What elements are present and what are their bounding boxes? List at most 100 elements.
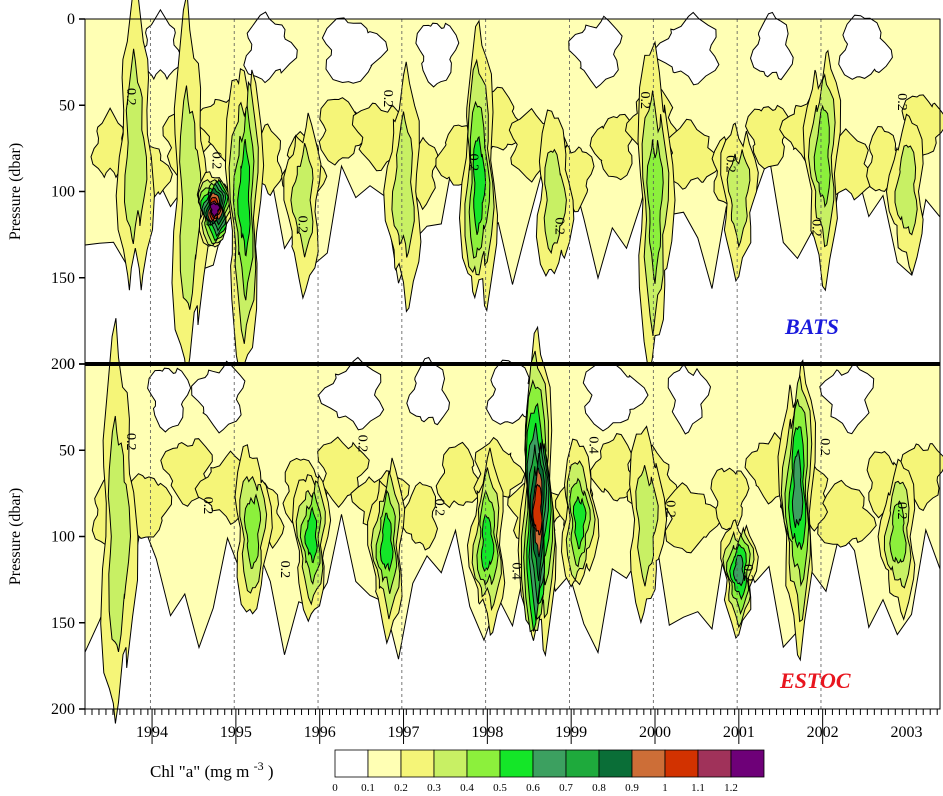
chl-contour-level: [791, 448, 804, 528]
chl-contour-level: [635, 465, 659, 587]
surface-gap: [582, 362, 649, 432]
contour-label: 0.2: [380, 90, 395, 108]
contour-label: 0.2: [637, 92, 652, 110]
colorbar-swatch: [565, 749, 600, 778]
chl-contour-level: [243, 493, 262, 570]
chl-contour-level: [123, 48, 148, 245]
surface-gap: [838, 14, 893, 80]
chl-contour-level: [646, 139, 664, 284]
colorbar-swatch: [466, 749, 501, 778]
chl-contour-0-2: [435, 441, 483, 509]
colorbar-swatch: [400, 749, 435, 778]
x-axis: 1994 1995 1996 1997 1998 1999 2000 2001 2002 2003: [84, 709, 938, 744]
contour-label: 0.4: [586, 436, 601, 454]
surface-gap: [568, 15, 623, 89]
chl-contour-level: [813, 104, 831, 208]
contour-label: 0.2: [740, 564, 755, 582]
chl-contour-0-2: [664, 482, 723, 554]
surface-gap: [406, 356, 451, 426]
x-tick-label: 2003: [890, 724, 922, 741]
colorbar-swatch: [367, 749, 402, 778]
chl-contour-0-2: [744, 104, 792, 170]
colorbar-swatch: [697, 749, 732, 778]
colorbar-swatch: [532, 749, 567, 778]
y-tick-label: 150: [51, 615, 75, 632]
site-label: BATS: [784, 314, 839, 339]
chl-contour-level: [726, 149, 751, 249]
panel-bats: 0.2 0.2 0.2 0.2 0.2 0.2 0.2 0.2 0.2 0.2 0 50 100 150 2…: [7, 0, 943, 381]
surface-gap: [147, 367, 192, 433]
chl-contour-0-2: [817, 479, 877, 548]
contour-label: 0.2: [723, 155, 738, 173]
contour-label: 0.2: [894, 93, 909, 111]
chl-contour-level: [480, 514, 495, 573]
contour-label: 0.2: [277, 561, 292, 579]
chl-contour-level: [472, 135, 487, 235]
y-tick-label: 200: [51, 701, 75, 718]
chl-contour-level: [237, 138, 251, 257]
colorbar-tick-label: 0.5: [493, 782, 507, 794]
colorbar-tick-label: 0.8: [592, 782, 606, 794]
contour-label: 0.4: [509, 562, 524, 580]
colorbar-tick-label: 0.7: [559, 782, 573, 794]
y-axis-title: Pressure (dbar): [7, 488, 24, 585]
contour-label: 0.2: [817, 438, 832, 456]
y-tick-label: 200: [51, 356, 75, 373]
y-tick-label: 150: [51, 270, 75, 287]
colorbar-tick-label: 1: [662, 782, 668, 794]
surface-gap: [667, 364, 712, 435]
site-label: ESTOC: [779, 668, 851, 693]
colorbar-title-exponent: -3: [254, 759, 264, 773]
chl-contour-level: [290, 143, 314, 258]
y-axis-title: Pressure (dbar): [7, 143, 24, 240]
colorbar: 0 0.1 0.2 0.3 0.4 0.5 0.6 0.7 0.8 0.9 1 1.1 1.2 Chl "…: [150, 749, 765, 794]
contour-label: 0.2: [200, 497, 215, 515]
surface-gap: [749, 11, 794, 81]
panel-estoc: 0.2 0.2 0.2 0.2 0.2 0.4 0.4 0.2 0.2 0.2 0.2 0 50 100 1…: [7, 318, 943, 724]
colorbar-title-end: ): [264, 762, 274, 781]
colorbar-tick-label: 0.2: [394, 782, 408, 794]
colorbar-tick-label: 1.2: [724, 782, 738, 794]
colorbar-swatch: [598, 749, 633, 778]
contour-label: 0.2: [123, 88, 138, 105]
y-tick-label: 50: [59, 97, 75, 114]
colorbar-tick-label: 0.4: [460, 782, 474, 794]
chl-contour-level: [391, 111, 415, 258]
contour-label: 0.2: [551, 217, 566, 235]
y-tick-label: 100: [51, 184, 75, 201]
contour-label: 0.2: [663, 500, 678, 518]
colorbar-swatch: [664, 749, 699, 778]
colorbar-title-main: Chl "a" (mg m: [150, 762, 254, 781]
chl-contour-level: [543, 148, 567, 255]
colorbar-tick-label: 0: [332, 782, 338, 794]
surface-gap: [243, 11, 298, 84]
y-tick-label: 50: [59, 442, 75, 459]
y-tick-label: 100: [51, 529, 75, 546]
chl-contour-0-2: [589, 113, 635, 181]
chl-contour-level: [107, 415, 132, 653]
colorbar-swatch: [499, 749, 534, 778]
y-tick-label: 0: [67, 11, 75, 28]
colorbar-tick-label: 0.3: [427, 782, 441, 794]
chl-contour-level: [532, 483, 543, 536]
contour-label: 0.2: [354, 435, 369, 453]
chl-contour-level: [733, 554, 745, 587]
chl-contour-level: [572, 496, 587, 550]
chl-contour-level: [379, 512, 394, 573]
surface-gap: [321, 17, 389, 84]
colorbar-title: Chl "a" (mg m -3 ): [150, 759, 274, 781]
surface-gap: [415, 22, 460, 88]
colorbar-tick-label: 0.1: [361, 782, 375, 794]
colorbar-swatch: [433, 749, 468, 778]
chl-contour-level: [304, 506, 318, 564]
chl-contour-level: [889, 500, 907, 564]
contour-label: 0.2: [209, 152, 224, 170]
contour-label: 0.2: [123, 433, 138, 451]
colorbar-tick-label: 1.1: [691, 782, 705, 794]
colorbar-swatch: [631, 749, 666, 778]
chl-contour-0-2: [590, 433, 636, 502]
contour-label: 0.2: [294, 216, 309, 234]
chl-contour-level: [209, 202, 221, 218]
y-tick-label: 0: [67, 356, 75, 373]
contour-label: 0.2: [466, 154, 481, 172]
